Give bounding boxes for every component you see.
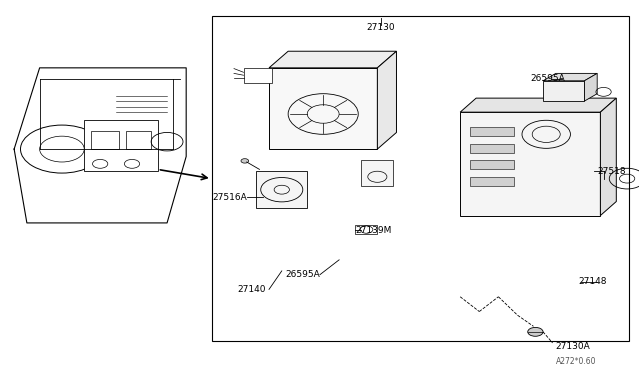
Bar xyxy=(470,177,515,186)
Polygon shape xyxy=(460,98,616,112)
Bar xyxy=(91,131,119,149)
Circle shape xyxy=(241,159,248,163)
Polygon shape xyxy=(269,51,396,68)
Text: 26595A: 26595A xyxy=(531,74,565,83)
Bar xyxy=(269,68,378,149)
Text: 27516A: 27516A xyxy=(212,193,246,202)
Text: 27130A: 27130A xyxy=(556,342,591,351)
Bar xyxy=(212,16,629,341)
Bar xyxy=(244,68,272,83)
Polygon shape xyxy=(543,73,597,81)
Text: 26595A: 26595A xyxy=(285,270,320,279)
Polygon shape xyxy=(600,98,616,215)
Bar xyxy=(460,112,600,215)
Text: 27130: 27130 xyxy=(366,23,395,32)
Text: 27140: 27140 xyxy=(237,285,266,294)
Polygon shape xyxy=(378,51,396,149)
Bar xyxy=(355,225,378,234)
Bar xyxy=(543,81,584,101)
Text: 27139M: 27139M xyxy=(355,226,392,235)
Text: 27148: 27148 xyxy=(578,278,607,286)
Circle shape xyxy=(528,327,543,336)
Text: 27518: 27518 xyxy=(597,167,626,176)
Polygon shape xyxy=(584,73,597,101)
Bar xyxy=(362,160,394,186)
Bar xyxy=(256,171,307,208)
Bar xyxy=(84,119,157,171)
Text: A272*0.60: A272*0.60 xyxy=(556,357,596,366)
Bar xyxy=(470,144,515,153)
Bar xyxy=(125,131,151,149)
Bar xyxy=(470,160,515,169)
Bar xyxy=(470,127,515,136)
